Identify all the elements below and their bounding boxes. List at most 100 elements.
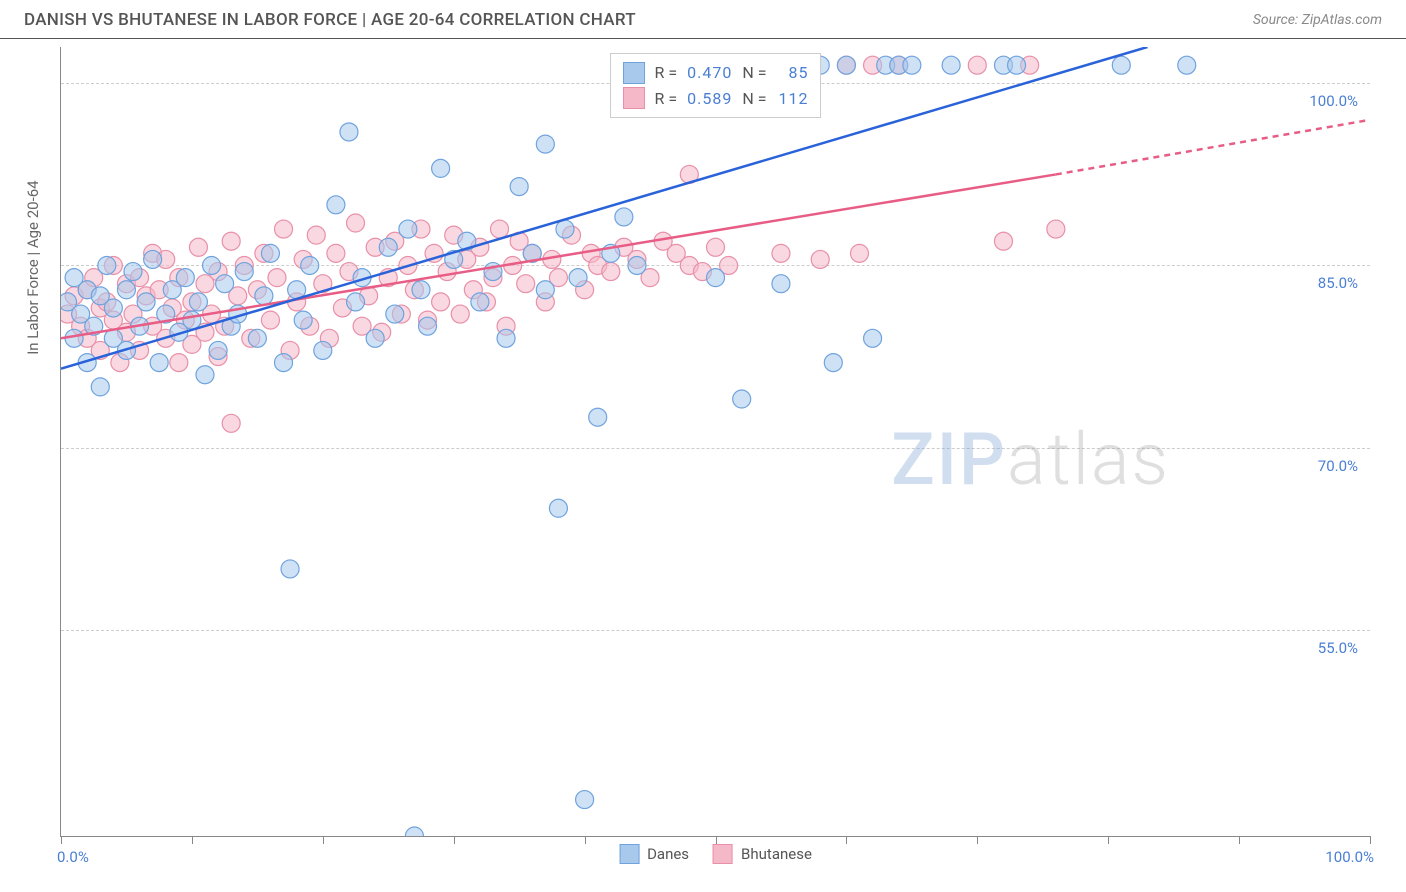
data-point [569, 269, 587, 287]
chart-header: DANISH VS BHUTANESE IN LABOR FORCE | AGE… [0, 0, 1406, 39]
data-point [347, 293, 365, 311]
data-point [189, 293, 207, 311]
legend-label-bhutanese: Bhutanese [741, 845, 812, 863]
swatch-danes-icon [623, 62, 645, 84]
x-tick [1239, 836, 1240, 844]
data-point [137, 293, 155, 311]
trend-line [1056, 120, 1370, 175]
data-point [432, 293, 450, 311]
stats-row-bhutanese: R = 0.589 N = 112 [623, 86, 809, 112]
x-tick [323, 836, 324, 844]
data-point [451, 305, 469, 323]
data-point [536, 135, 554, 153]
data-point [510, 178, 528, 196]
x-axis-label-left: 0.0% [57, 848, 89, 866]
data-point [144, 250, 162, 268]
stat-n-danes: 85 [776, 60, 808, 86]
data-point [589, 408, 607, 426]
data-point [837, 56, 855, 74]
x-axis-label-right: 100.0% [1325, 848, 1374, 866]
stat-n-bhutanese: 112 [776, 86, 808, 112]
data-point [104, 299, 122, 317]
data-point [209, 341, 227, 359]
x-tick [716, 836, 717, 844]
x-tick [1108, 836, 1109, 844]
data-point [497, 329, 515, 347]
data-point [255, 287, 273, 305]
data-point [294, 311, 312, 329]
legend-swatch-bhutanese-icon [713, 844, 733, 864]
source-credit: Source: ZipAtlas.com [1253, 12, 1382, 28]
data-point [170, 354, 188, 372]
data-point [327, 244, 345, 262]
stats-row-danes: R = 0.470 N = 85 [623, 60, 809, 86]
data-point [222, 414, 240, 432]
data-point [536, 281, 554, 299]
scatter-svg [61, 47, 1370, 836]
data-point [405, 827, 423, 836]
data-point [124, 263, 142, 281]
data-point [366, 329, 384, 347]
x-tick [454, 836, 455, 844]
data-point [1047, 220, 1065, 238]
x-tick [1370, 836, 1371, 844]
data-point [733, 390, 751, 408]
x-tick [585, 836, 586, 844]
legend-label-danes: Danes [647, 845, 689, 863]
stat-r-bhutanese: 0.589 [687, 86, 732, 112]
data-point [628, 256, 646, 274]
data-point [471, 293, 489, 311]
data-point [307, 226, 325, 244]
data-point [340, 123, 358, 141]
data-point [301, 256, 319, 274]
data-point [281, 560, 299, 578]
data-point [903, 56, 921, 74]
data-point [602, 263, 620, 281]
data-point [994, 232, 1012, 250]
data-point [98, 256, 116, 274]
data-point [261, 311, 279, 329]
data-point [811, 250, 829, 268]
data-point [549, 499, 567, 517]
data-point [968, 56, 986, 74]
data-point [399, 220, 417, 238]
swatch-bhutanese-icon [623, 87, 645, 109]
stat-r-label-2: R = [655, 86, 678, 112]
data-point [1178, 56, 1196, 74]
x-tick [61, 836, 62, 844]
plot-area: R = 0.470 N = 85 R = 0.589 N = 112 ZIPat… [60, 47, 1370, 837]
data-point [772, 275, 790, 293]
data-point [432, 159, 450, 177]
data-point [203, 256, 221, 274]
data-point [824, 354, 842, 372]
data-point [222, 232, 240, 250]
legend-item-bhutanese: Bhutanese [713, 844, 812, 864]
data-point [327, 196, 345, 214]
data-point [275, 220, 293, 238]
stat-n-label: N = [742, 60, 766, 86]
data-point [189, 238, 207, 256]
x-tick [977, 836, 978, 844]
x-tick [192, 836, 193, 844]
data-point [176, 269, 194, 287]
legend-swatch-danes-icon [619, 844, 639, 864]
chart-title: DANISH VS BHUTANESE IN LABOR FORCE | AGE… [24, 10, 636, 30]
data-point [379, 238, 397, 256]
y-axis-title: In Labor Force | Age 20-64 [24, 180, 42, 354]
data-point [772, 244, 790, 262]
data-point [261, 244, 279, 262]
data-point [314, 341, 332, 359]
data-point [491, 220, 509, 238]
data-point [268, 269, 286, 287]
data-point [235, 263, 253, 281]
chart-container: In Labor Force | Age 20-64 R = 0.470 N =… [24, 47, 1382, 837]
legend-bottom: Danes Bhutanese [619, 844, 812, 864]
data-point [850, 244, 868, 262]
data-point [216, 275, 234, 293]
data-point [707, 269, 725, 287]
data-point [576, 791, 594, 809]
data-point [91, 378, 109, 396]
trend-line [61, 47, 1147, 369]
data-point [707, 238, 725, 256]
stats-legend-box: R = 0.470 N = 85 R = 0.589 N = 112 [610, 53, 822, 118]
